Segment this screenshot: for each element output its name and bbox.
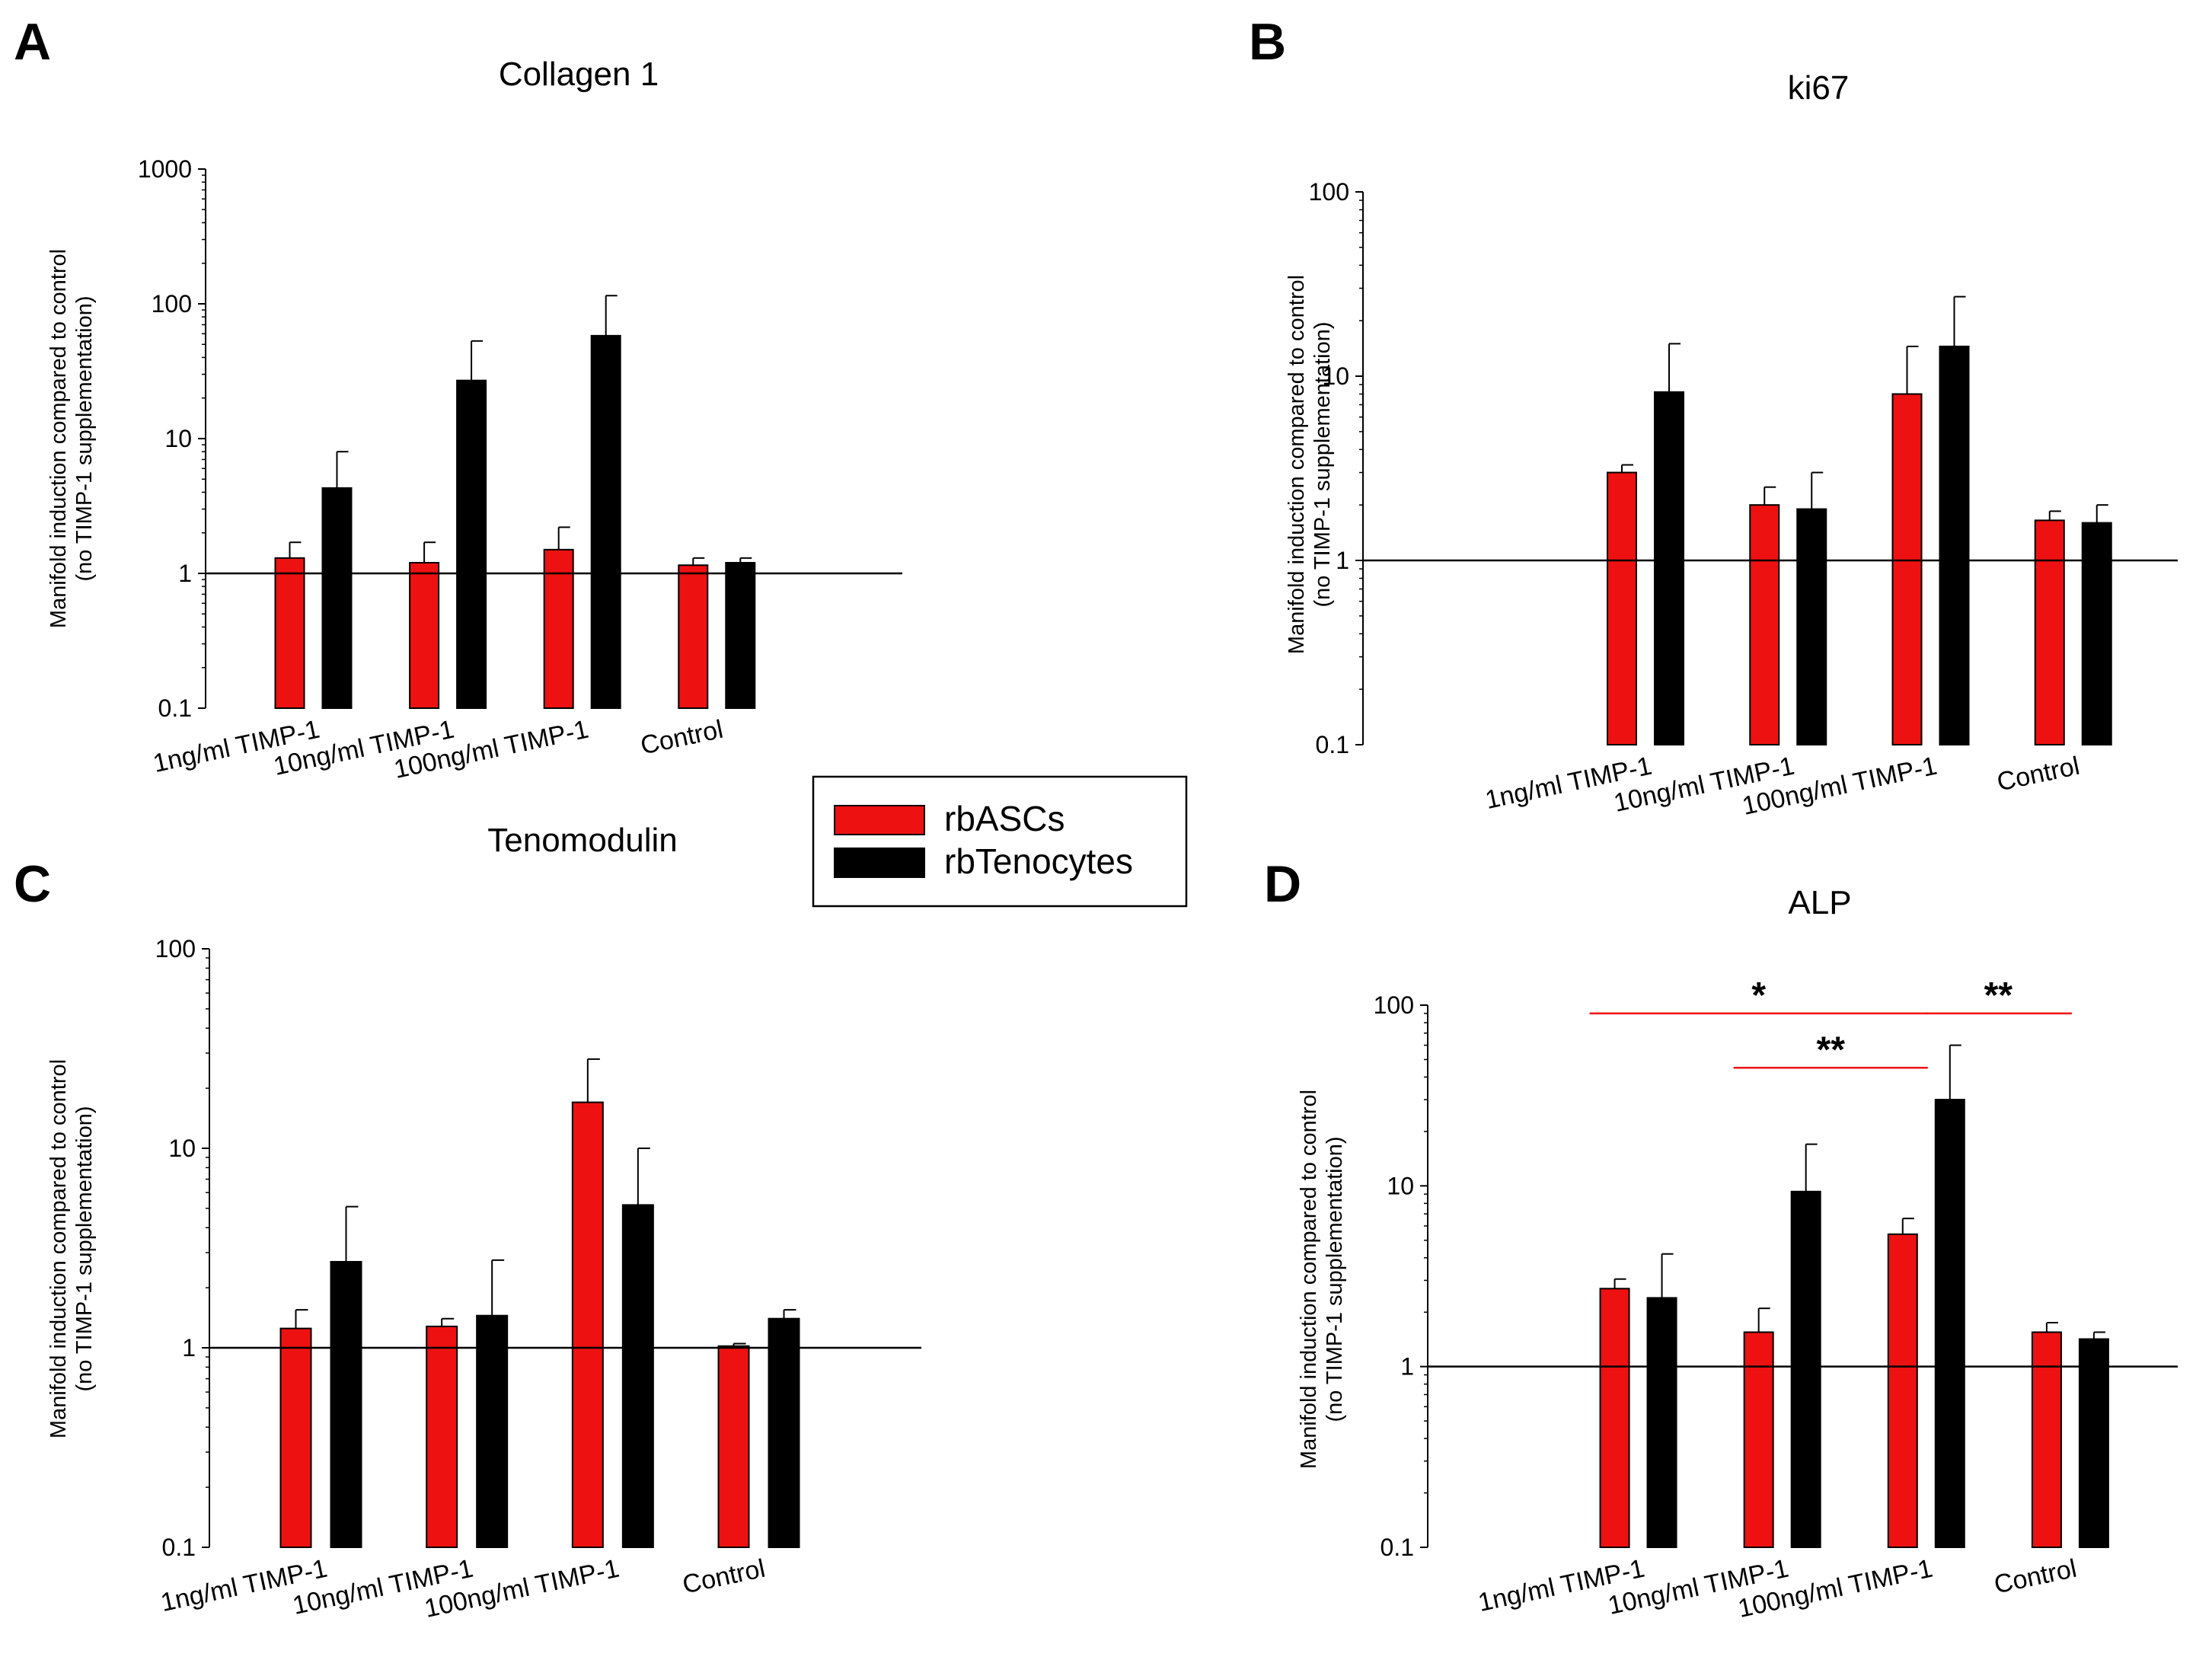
legend-swatch-rbtenocytes (834, 848, 925, 878)
chart-title: ALP (1788, 884, 1851, 921)
bar-rbtenocytes-0 (321, 487, 353, 709)
y-tick-label: 1 (1400, 1353, 1414, 1381)
y-axis-label-line: (no TIMP-1 supplementation) (1323, 1136, 1347, 1422)
panel-letter: D (1264, 855, 1301, 913)
y-axis-label-line: (no TIMP-1 supplementation) (72, 1106, 97, 1391)
panel-letter: B (1249, 13, 1286, 71)
x-tick-label: Control (680, 1554, 768, 1600)
bar-rbascs-2 (1887, 1233, 1918, 1548)
y-tick-label: 100 (155, 935, 196, 962)
legend-swatch-rbascs (834, 805, 925, 835)
chart-panel-a: A Collagen 1 Manifold induction compared t… (14, 13, 902, 784)
bar-rbascs-3 (2031, 1331, 2062, 1549)
bar-rbascs-1 (409, 561, 440, 709)
y-tick-label: 1000 (138, 155, 192, 183)
y-tick-label: 100 (1374, 991, 1414, 1019)
y-axis-label-line: (no TIMP-1 supplementation) (72, 295, 97, 581)
bar-rbtenocytes-0 (330, 1260, 362, 1548)
bar-rbtenocytes-2 (1934, 1099, 1965, 1548)
y-axis-label: Manifold induction compared to control(n… (46, 1059, 97, 1438)
y-axis-label-line: (no TIMP-1 supplementation) (1310, 321, 1335, 607)
chart-panel-d: D ALP Manifold induction compared to contr… (1264, 855, 2178, 1623)
bar-rbtenocytes-0 (1646, 1297, 1677, 1548)
bar-rbtenocytes-3 (2081, 522, 2112, 745)
legend-box (812, 775, 1188, 908)
significance-label: * (1751, 975, 1766, 1016)
panel-letter: C (14, 855, 51, 913)
y-tick-label: 100 (1309, 178, 1349, 206)
bar-rbtenocytes-3 (2078, 1338, 2109, 1548)
bar-rbascs-3 (717, 1345, 750, 1548)
y-tick-label: 0.1 (158, 694, 192, 722)
y-tick-label: 10 (1387, 1172, 1414, 1199)
y-axis-label-line: Manifold induction compared to control (1285, 275, 1309, 654)
y-tick-label: 10 (164, 425, 192, 452)
bar-rbtenocytes-3 (725, 561, 756, 709)
bar-rbtenocytes-1 (1796, 508, 1827, 745)
bar-rbascs-2 (543, 548, 574, 709)
bar-rbascs-0 (1599, 1288, 1630, 1548)
y-tick-label: 100 (152, 290, 192, 318)
x-tick-label: Control (1994, 752, 2082, 797)
bar-rbascs-0 (274, 557, 305, 709)
y-axis-label-line: Manifold induction compared to control (46, 249, 71, 628)
y-tick-label: 10 (168, 1135, 196, 1162)
y-tick-label: 1 (1336, 547, 1349, 574)
x-tick-label: Control (1991, 1554, 2079, 1600)
chart-title: Collagen 1 (499, 56, 659, 93)
y-axis-label-line: Manifold induction compared to control (46, 1059, 71, 1438)
y-axis-label-line: Manifold induction compared to control (1297, 1090, 1321, 1469)
bar-rbascs-1 (426, 1325, 458, 1549)
y-tick-label: 0.1 (162, 1534, 196, 1561)
y-axis-label: Manifold induction compared to control(n… (1285, 275, 1335, 654)
bar-rbascs-3 (678, 564, 709, 709)
bar-rbtenocytes-1 (1790, 1190, 1821, 1548)
bar-rbtenocytes-2 (1939, 345, 1970, 746)
bar-rbtenocytes-2 (590, 334, 621, 709)
legend-label: rbTenocytes (944, 841, 1133, 881)
bar-rbascs-0 (279, 1327, 312, 1549)
bar-rbtenocytes-1 (476, 1314, 509, 1548)
bar-rbtenocytes-0 (1654, 391, 1684, 745)
bar-rbascs-2 (1891, 393, 1923, 745)
bar-rbascs-3 (2034, 519, 2065, 745)
y-axis-label: Manifold induction compared to control(n… (1297, 1090, 1347, 1469)
y-tick-label: 1 (178, 560, 192, 587)
y-tick-label: 1 (182, 1334, 196, 1362)
y-axis-label: Manifold induction compared to control(n… (46, 249, 97, 628)
legend-label: rbASCs (944, 799, 1065, 838)
y-tick-label: 0.1 (1316, 731, 1349, 758)
bar-rbtenocytes-1 (456, 379, 487, 709)
bar-rbascs-2 (571, 1101, 604, 1549)
chart-panel-c: C Tenomodulin Manifold induction compared … (14, 822, 921, 1623)
y-tick-label: 0.1 (1381, 1534, 1414, 1561)
significance-label: ** (1984, 975, 2013, 1016)
bar-rbascs-1 (1743, 1331, 1774, 1549)
significance-label: ** (1817, 1030, 1846, 1070)
y-tick-label: 10 (1322, 362, 1349, 390)
bar-rbtenocytes-2 (621, 1204, 654, 1548)
bar-rbascs-0 (1607, 471, 1637, 746)
x-tick-label: Control (638, 715, 726, 761)
chart-title: ki67 (1788, 69, 1850, 107)
bar-rbascs-1 (1749, 504, 1780, 746)
bar-rbtenocytes-3 (768, 1317, 800, 1549)
panel-letter: A (14, 13, 51, 71)
chart-title: Tenomodulin (487, 822, 678, 859)
